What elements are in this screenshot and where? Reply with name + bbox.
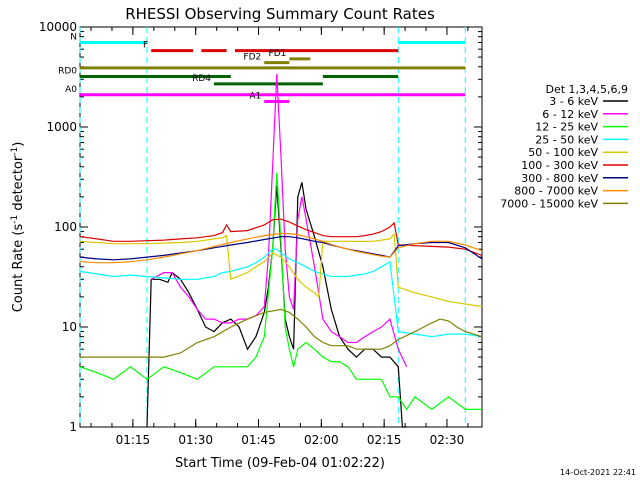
series-line: [80, 308, 483, 358]
legend-label: 3 - 6 keV: [549, 95, 598, 108]
legend-label: 25 - 50 keV: [535, 133, 598, 146]
legend-label: 7000 - 15000 keV: [500, 197, 598, 210]
plot-area: [79, 26, 483, 428]
y-tick-label: 100: [54, 220, 77, 234]
series-line: [79, 172, 482, 411]
chart-title: RHESSI Observing Summary Count Rates: [125, 5, 435, 23]
series-line: [79, 218, 483, 256]
x-tick-label: 01:15: [116, 433, 151, 447]
series-line: [79, 233, 483, 264]
y-label-mid: detector: [11, 155, 26, 215]
y-tick-label: 1: [69, 420, 77, 434]
flag-label: FD1: [269, 49, 287, 59]
series-line: [79, 248, 483, 338]
flag-label: N: [70, 32, 77, 42]
cyan-vertical-lines: [79, 27, 466, 427]
legend-label: 100 - 300 keV: [521, 159, 598, 172]
x-tick-label: 01:30: [178, 433, 213, 447]
flag-label: A0: [65, 85, 77, 95]
y-label-exp1: -1: [10, 215, 20, 224]
x-tick-label: 01:45: [241, 433, 276, 447]
flag-label: RD0: [58, 66, 77, 76]
timestamp: 14-Oct-2021 22:41: [560, 468, 636, 477]
legend-label: 12 - 25 keV: [535, 121, 598, 134]
legend-header: Det 1,3,4,5,6,9: [545, 83, 628, 96]
y-axis-label: Count Rate (s-1 detector-1): [10, 142, 26, 313]
y-label-end: ): [11, 142, 26, 147]
x-axis-label: Start Time (09-Feb-04 01:02:22): [175, 456, 385, 471]
x-tick-label: 02:30: [430, 433, 465, 447]
flag-label: FD2: [243, 53, 261, 63]
flag-label: RD4: [192, 74, 211, 84]
legend-label: 300 - 800 keV: [521, 172, 598, 185]
legend-label: 50 - 100 keV: [528, 146, 598, 159]
series-line: [79, 232, 483, 308]
legend-label: 800 - 7000 keV: [514, 185, 598, 198]
series-line: [150, 73, 408, 368]
flag-bars: N F FD1 FD2 RD0 RD4 A0 A1: [58, 32, 466, 103]
y-label-main: Count Rate (s: [11, 224, 26, 313]
y-axis: 1 10 100 1000 10000: [39, 20, 482, 434]
series-line: [79, 236, 483, 261]
y-tick-label: 10: [62, 320, 77, 334]
y-tick-label: 1000: [46, 120, 77, 134]
series-lines: [79, 73, 483, 428]
legend-label: 6 - 12 keV: [542, 108, 598, 121]
x-tick-label: 02:00: [304, 433, 339, 447]
flag-label: F: [143, 41, 148, 51]
flag-label: A1: [249, 91, 261, 101]
x-axis: 01:15 01:30 01:45 02:00 02:15 02:30: [90, 27, 469, 447]
x-tick-label: 02:15: [367, 433, 402, 447]
y-tick-label: 10000: [39, 20, 77, 34]
y-label-exp2: -1: [10, 147, 20, 156]
